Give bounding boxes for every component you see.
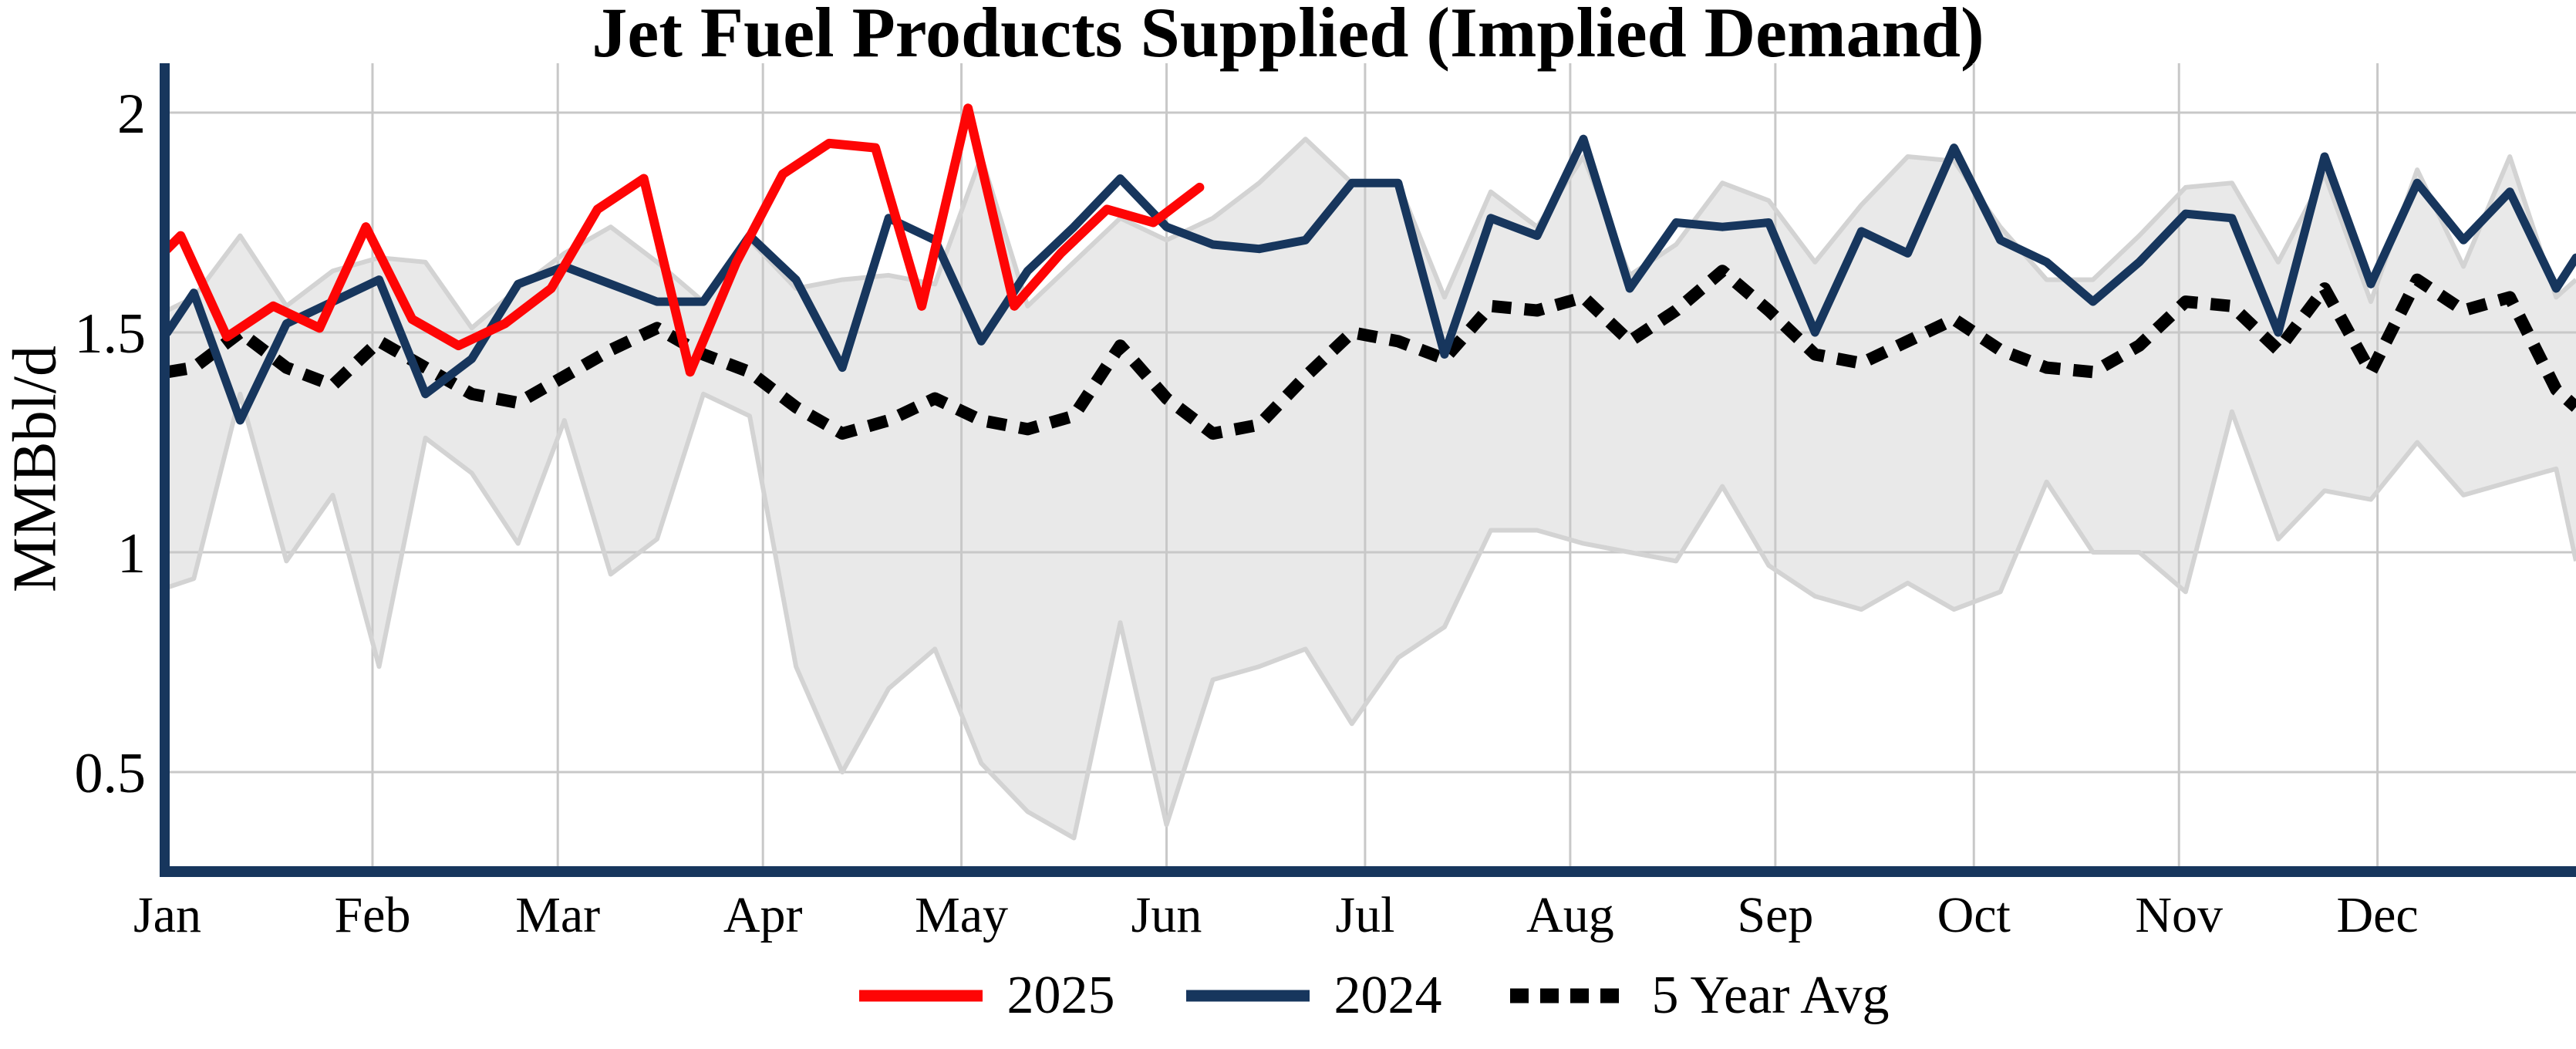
x-tick-label-sep: Sep — [1737, 887, 1813, 943]
band-edge-bottom — [167, 391, 2576, 841]
x-tick-label-apr: Apr — [723, 887, 803, 943]
y-tick-label-2: 2 — [117, 83, 146, 146]
legend-label-2025: 2025 — [1006, 966, 1115, 1025]
x-tick-label-jul: Jul — [1335, 887, 1394, 943]
x-tick-label-may: May — [915, 887, 1008, 943]
x-tick-label-jun: Jun — [1131, 887, 1202, 943]
legend-label-5-year-avg: 5 Year Avg — [1651, 966, 1890, 1025]
x-tick-label-jan: Jan — [133, 887, 201, 943]
y-tick-label-1.5: 1.5 — [75, 302, 147, 366]
legend-dotted-line-icon — [1509, 988, 1630, 1003]
x-tick-label-oct: Oct — [1937, 887, 2011, 943]
x-tick-label-nov: Nov — [2135, 887, 2223, 943]
legend-line-2024-icon — [1185, 990, 1310, 1002]
y-tick-label-1: 1 — [117, 522, 146, 585]
y-axis-spine — [160, 63, 170, 877]
chart-title: Jet Fuel Products Supplied (Implied Dema… — [592, 0, 1984, 72]
legend-item-2025: 2025 — [855, 965, 1115, 1027]
legend-item-5-year-avg: 5 Year Avg — [1509, 965, 1890, 1027]
series-line-2024 — [163, 134, 2576, 425]
legend: 2025 2024 5 Year Avg — [167, 953, 2576, 1038]
x-tick-label-aug: Aug — [1526, 887, 1614, 943]
y-tick-label-0.5: 0.5 — [75, 742, 147, 805]
series-line-2025 — [163, 103, 1205, 377]
five-year-range-band — [167, 139, 2576, 838]
legend-label-2024: 2024 — [1334, 966, 1442, 1025]
legend-line-2025-icon — [858, 990, 983, 1002]
legend-item-2024: 2024 — [1182, 965, 1442, 1027]
x-tick-label-feb: Feb — [334, 887, 410, 943]
x-tick-label-mar: Mar — [515, 887, 600, 943]
x-tick-label-dec: Dec — [2336, 887, 2418, 943]
x-axis-spine — [160, 866, 2576, 877]
series-line-5-year-avg — [166, 265, 2576, 440]
